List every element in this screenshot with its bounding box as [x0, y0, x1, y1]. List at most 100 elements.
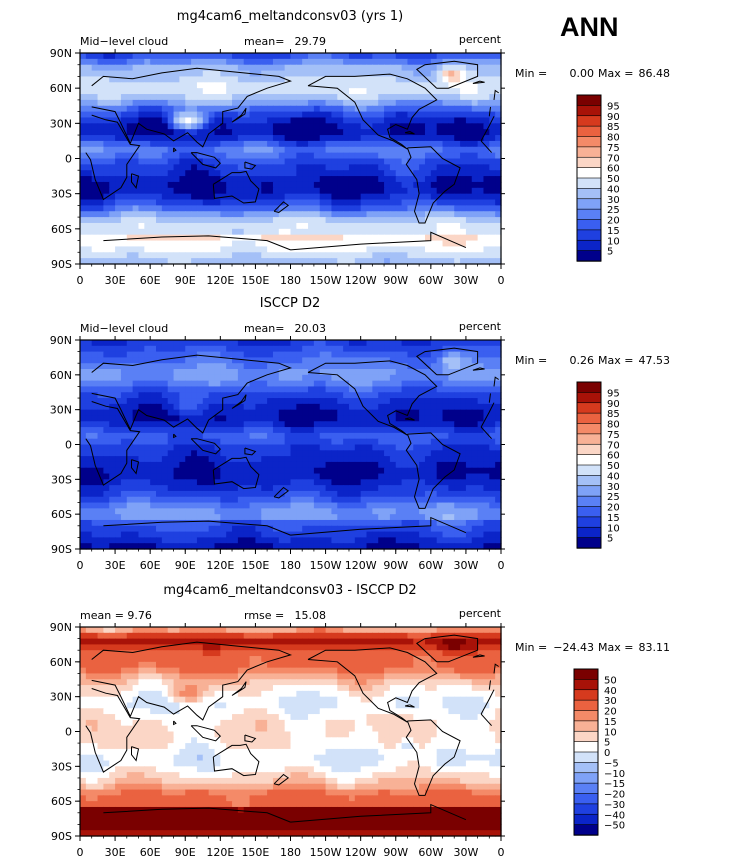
heatmap-cell [144, 146, 151, 154]
heatmap-cell [436, 456, 444, 463]
coastline [415, 60, 479, 89]
heatmap-cell [331, 193, 338, 201]
heatmap-cell [348, 461, 356, 469]
heatmap-cell [161, 369, 169, 376]
heatmap-cell [132, 64, 140, 72]
heatmap-cell [419, 53, 426, 60]
heatmap-cell [144, 64, 151, 72]
heatmap-cell [80, 187, 87, 195]
heatmap-cell [489, 363, 496, 370]
heatmap-cell [156, 467, 163, 475]
heatmap-cell [91, 82, 99, 89]
heatmap-cell [202, 187, 210, 195]
heatmap-cell [290, 199, 297, 206]
heatmap-cell [413, 345, 420, 353]
heatmap-cell [132, 193, 140, 201]
heatmap-cell [144, 369, 151, 376]
heatmap-cell [208, 140, 216, 148]
heatmap-cell [150, 351, 157, 359]
heatmap-cell [436, 211, 444, 218]
heatmap-cell [196, 409, 204, 417]
heatmap-cell [85, 146, 93, 154]
heatmap-cell [115, 357, 122, 364]
heatmap-cell [196, 152, 204, 160]
heatmap-cell [465, 64, 473, 72]
heatmap-cell [366, 82, 373, 89]
heatmap-cell [489, 53, 496, 60]
heatmap-cell [237, 222, 245, 230]
heatmap-cell [337, 421, 344, 428]
heatmap-cell [325, 467, 333, 475]
heatmap-cell [465, 181, 473, 189]
heatmap-cell [132, 508, 140, 515]
heatmap-cell [419, 58, 426, 66]
heatmap-cell [460, 386, 467, 393]
heatmap-cell [384, 473, 391, 480]
heatmap-cell [220, 64, 227, 72]
heatmap-cell [389, 357, 397, 364]
heatmap-cell [237, 456, 245, 463]
heatmap-cell [243, 252, 251, 259]
heatmap-cell [232, 187, 239, 195]
heatmap-cell [465, 456, 473, 463]
heatmap-cell [448, 473, 455, 480]
heatmap-cell [272, 64, 280, 72]
heatmap-cell [354, 479, 362, 486]
heatmap-cell [97, 357, 104, 364]
heatmap-cell [220, 473, 227, 480]
heatmap-cell [483, 123, 490, 130]
heatmap-cell [489, 380, 496, 388]
heatmap-cell [319, 438, 327, 446]
field-label: Mid−level cloud [80, 35, 168, 48]
heatmap-cell [144, 444, 151, 451]
heatmap-cell [477, 146, 485, 154]
heatmap-cell [267, 176, 274, 183]
heatmap-cell [308, 158, 315, 165]
heatmap-cell [156, 111, 163, 119]
heatmap-cell [191, 164, 198, 171]
heatmap-cell [419, 64, 426, 72]
heatmap-cell [156, 461, 163, 469]
heatmap-cell [109, 485, 116, 492]
heatmap-cell [156, 496, 163, 504]
heatmap-cell [156, 140, 163, 148]
heatmap-cell [232, 490, 239, 498]
heatmap-cell [395, 409, 403, 417]
heatmap-cell [243, 369, 251, 376]
heatmap-cell [243, 64, 251, 72]
heatmap-cell [191, 234, 198, 242]
heatmap-cell [366, 94, 373, 101]
coastline [173, 147, 177, 153]
heatmap-cell [325, 53, 333, 60]
heatmap-cell [366, 461, 373, 469]
heatmap-cell [179, 421, 186, 428]
heatmap-cell [80, 351, 87, 359]
heatmap-cell [424, 152, 432, 160]
heatmap-cell [308, 258, 315, 265]
heatmap-cell [465, 467, 473, 475]
heatmap-cell [325, 456, 333, 463]
heatmap-cell [103, 70, 110, 78]
heatmap-cell [185, 88, 192, 95]
heatmap-cell [354, 403, 362, 411]
heatmap-cell [360, 351, 368, 359]
heatmap-cell [284, 392, 292, 399]
heatmap-cell [232, 479, 239, 486]
heatmap-cell [413, 117, 420, 124]
heatmap-cell [389, 369, 397, 376]
heatmap-cell [360, 432, 368, 440]
heatmap-cell [150, 438, 157, 446]
heatmap-cell [378, 345, 385, 353]
heatmap-cell [132, 485, 140, 492]
heatmap-cell [278, 473, 286, 480]
heatmap-cell [436, 123, 444, 130]
heatmap-cell [465, 345, 473, 353]
heatmap-cell [278, 438, 286, 446]
heatmap-cell [202, 473, 210, 480]
heatmap-cell [85, 234, 93, 242]
heatmap-cell [477, 258, 485, 265]
heatmap-cell [308, 432, 315, 440]
heatmap-cell [115, 427, 122, 434]
heatmap-cell [255, 456, 262, 463]
heatmap-cell [232, 444, 239, 451]
